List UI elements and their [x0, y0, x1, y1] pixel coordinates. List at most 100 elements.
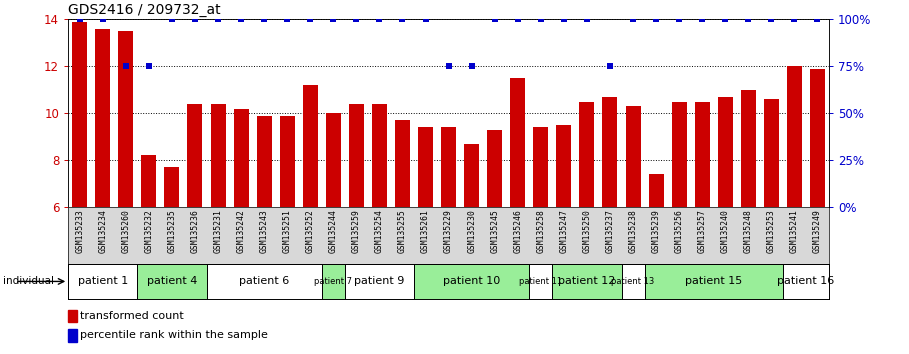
Point — [349, 17, 364, 22]
Point — [534, 17, 548, 22]
Text: GSM135245: GSM135245 — [490, 209, 499, 253]
Bar — [464, 144, 479, 207]
Text: GDS2416 / 209732_at: GDS2416 / 209732_at — [68, 3, 221, 17]
Text: GSM135247: GSM135247 — [559, 209, 568, 253]
Text: GSM135240: GSM135240 — [721, 209, 730, 253]
Text: GSM135241: GSM135241 — [790, 209, 799, 253]
Text: patient 7: patient 7 — [315, 277, 353, 286]
Bar — [187, 104, 203, 207]
Bar — [303, 85, 318, 207]
Text: GSM135238: GSM135238 — [628, 209, 637, 253]
Bar — [810, 69, 825, 207]
Point — [188, 17, 203, 22]
Point — [695, 17, 710, 22]
Point — [118, 64, 133, 69]
Point — [556, 17, 571, 22]
Point — [741, 17, 755, 22]
Point — [280, 17, 295, 22]
Text: GSM135232: GSM135232 — [145, 209, 154, 253]
Bar — [579, 102, 594, 207]
Point — [718, 17, 733, 22]
Text: GSM135236: GSM135236 — [191, 209, 199, 253]
Text: transformed count: transformed count — [80, 311, 184, 321]
Text: GSM135257: GSM135257 — [698, 209, 706, 253]
Text: GSM135259: GSM135259 — [352, 209, 361, 253]
Point — [326, 17, 341, 22]
Text: GSM135251: GSM135251 — [283, 209, 292, 253]
Point — [787, 17, 802, 22]
Bar — [694, 102, 710, 207]
Text: patient 10: patient 10 — [443, 276, 500, 286]
FancyBboxPatch shape — [322, 264, 345, 299]
Bar — [718, 97, 733, 207]
Bar — [256, 116, 272, 207]
Bar — [649, 174, 664, 207]
FancyBboxPatch shape — [414, 264, 529, 299]
Text: patient 6: patient 6 — [239, 276, 289, 286]
FancyBboxPatch shape — [345, 264, 414, 299]
Text: GSM135255: GSM135255 — [398, 209, 407, 253]
Text: GSM135260: GSM135260 — [121, 209, 130, 253]
Bar — [211, 104, 225, 207]
Text: GSM135252: GSM135252 — [305, 209, 315, 253]
Point — [142, 64, 156, 69]
Text: GSM135254: GSM135254 — [375, 209, 384, 253]
Point — [580, 17, 594, 22]
Bar — [787, 67, 802, 207]
Point — [418, 17, 433, 22]
Text: patient 11: patient 11 — [519, 277, 563, 286]
FancyBboxPatch shape — [68, 264, 137, 299]
Point — [442, 64, 456, 69]
Text: GSM135230: GSM135230 — [467, 209, 476, 253]
Text: GSM135231: GSM135231 — [214, 209, 223, 253]
Bar — [395, 120, 410, 207]
FancyBboxPatch shape — [644, 264, 783, 299]
Text: patient 9: patient 9 — [355, 276, 405, 286]
Bar — [741, 90, 755, 207]
Text: GSM135229: GSM135229 — [445, 209, 453, 253]
Point — [234, 17, 248, 22]
Point — [625, 17, 640, 22]
Bar — [625, 106, 641, 207]
Bar — [534, 127, 548, 207]
Text: GSM135258: GSM135258 — [536, 209, 545, 253]
Text: patient 12: patient 12 — [558, 276, 615, 286]
FancyBboxPatch shape — [137, 264, 206, 299]
Text: GSM135261: GSM135261 — [421, 209, 430, 253]
Text: GSM135246: GSM135246 — [514, 209, 523, 253]
Bar — [672, 102, 686, 207]
Text: GSM135253: GSM135253 — [767, 209, 776, 253]
Bar — [234, 109, 248, 207]
Bar — [68, 329, 76, 342]
Text: GSM135244: GSM135244 — [329, 209, 338, 253]
Bar — [441, 127, 456, 207]
Point — [511, 17, 525, 22]
Text: GSM135250: GSM135250 — [583, 209, 592, 253]
Text: GSM135242: GSM135242 — [236, 209, 245, 253]
Bar — [325, 113, 341, 207]
Text: GSM135256: GSM135256 — [674, 209, 684, 253]
Text: GSM135239: GSM135239 — [652, 209, 661, 253]
Point — [211, 17, 225, 22]
Text: patient 16: patient 16 — [777, 276, 834, 286]
Bar — [487, 130, 502, 207]
Point — [303, 17, 317, 22]
Point — [395, 17, 410, 22]
Point — [95, 17, 110, 22]
Point — [257, 17, 272, 22]
Point — [73, 17, 87, 22]
Text: percentile rank within the sample: percentile rank within the sample — [80, 330, 267, 340]
Point — [764, 17, 779, 22]
Point — [464, 64, 479, 69]
Text: GSM135235: GSM135235 — [167, 209, 176, 253]
Point — [649, 17, 664, 22]
Text: GSM135249: GSM135249 — [813, 209, 822, 253]
FancyBboxPatch shape — [206, 264, 322, 299]
Text: GSM135237: GSM135237 — [605, 209, 614, 253]
Text: patient 1: patient 1 — [77, 276, 128, 286]
Text: GSM135234: GSM135234 — [98, 209, 107, 253]
Bar — [372, 104, 387, 207]
Point — [810, 17, 824, 22]
Bar — [118, 31, 134, 207]
Bar — [280, 116, 295, 207]
